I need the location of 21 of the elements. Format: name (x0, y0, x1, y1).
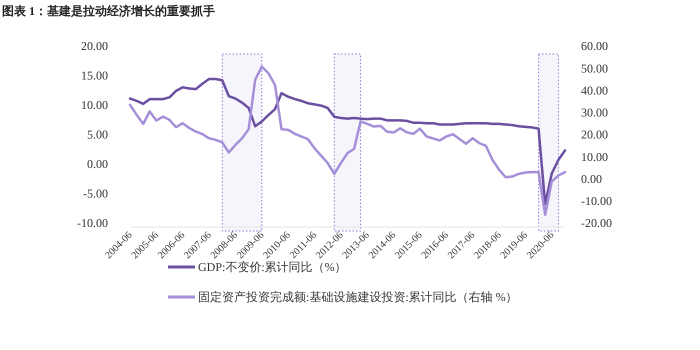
y2-tick-label: 50.00 (581, 61, 608, 76)
y2-tick-label: -20.00 (581, 216, 612, 230)
y2-tick-label: 30.00 (581, 106, 608, 120)
y2-tick-label: 10.00 (581, 150, 608, 164)
line-series (128, 65, 566, 216)
y-tick-label: 15.00 (81, 68, 108, 83)
y-tick-label: 0.00 (87, 157, 108, 172)
line-series (128, 78, 566, 206)
y-tick-label: 20.00 (81, 39, 108, 54)
y2-tick-label: 60.00 (581, 39, 608, 54)
y-tick-label: -5.00 (83, 186, 108, 201)
y2-tick-label: 40.00 (581, 83, 608, 98)
chart-title: 图表 1：基建是拉动经济增长的重要抓手 (2, 4, 215, 18)
y2-tick-label: 0.00 (581, 172, 602, 186)
y-tick-label: 10.00 (81, 98, 108, 112)
y2-tick-label: -10.00 (581, 194, 612, 208)
y2-tick-label: 20.00 (581, 128, 608, 142)
y-tick-label: -10.00 (77, 216, 108, 230)
legend-label: 固定资产投资完成额:基础设施建设投资:累计同比（右轴 %） (198, 290, 518, 304)
legend-label: GDP:不变价:累计同比（%） (198, 260, 347, 274)
y-tick-label: 5.00 (87, 128, 108, 142)
